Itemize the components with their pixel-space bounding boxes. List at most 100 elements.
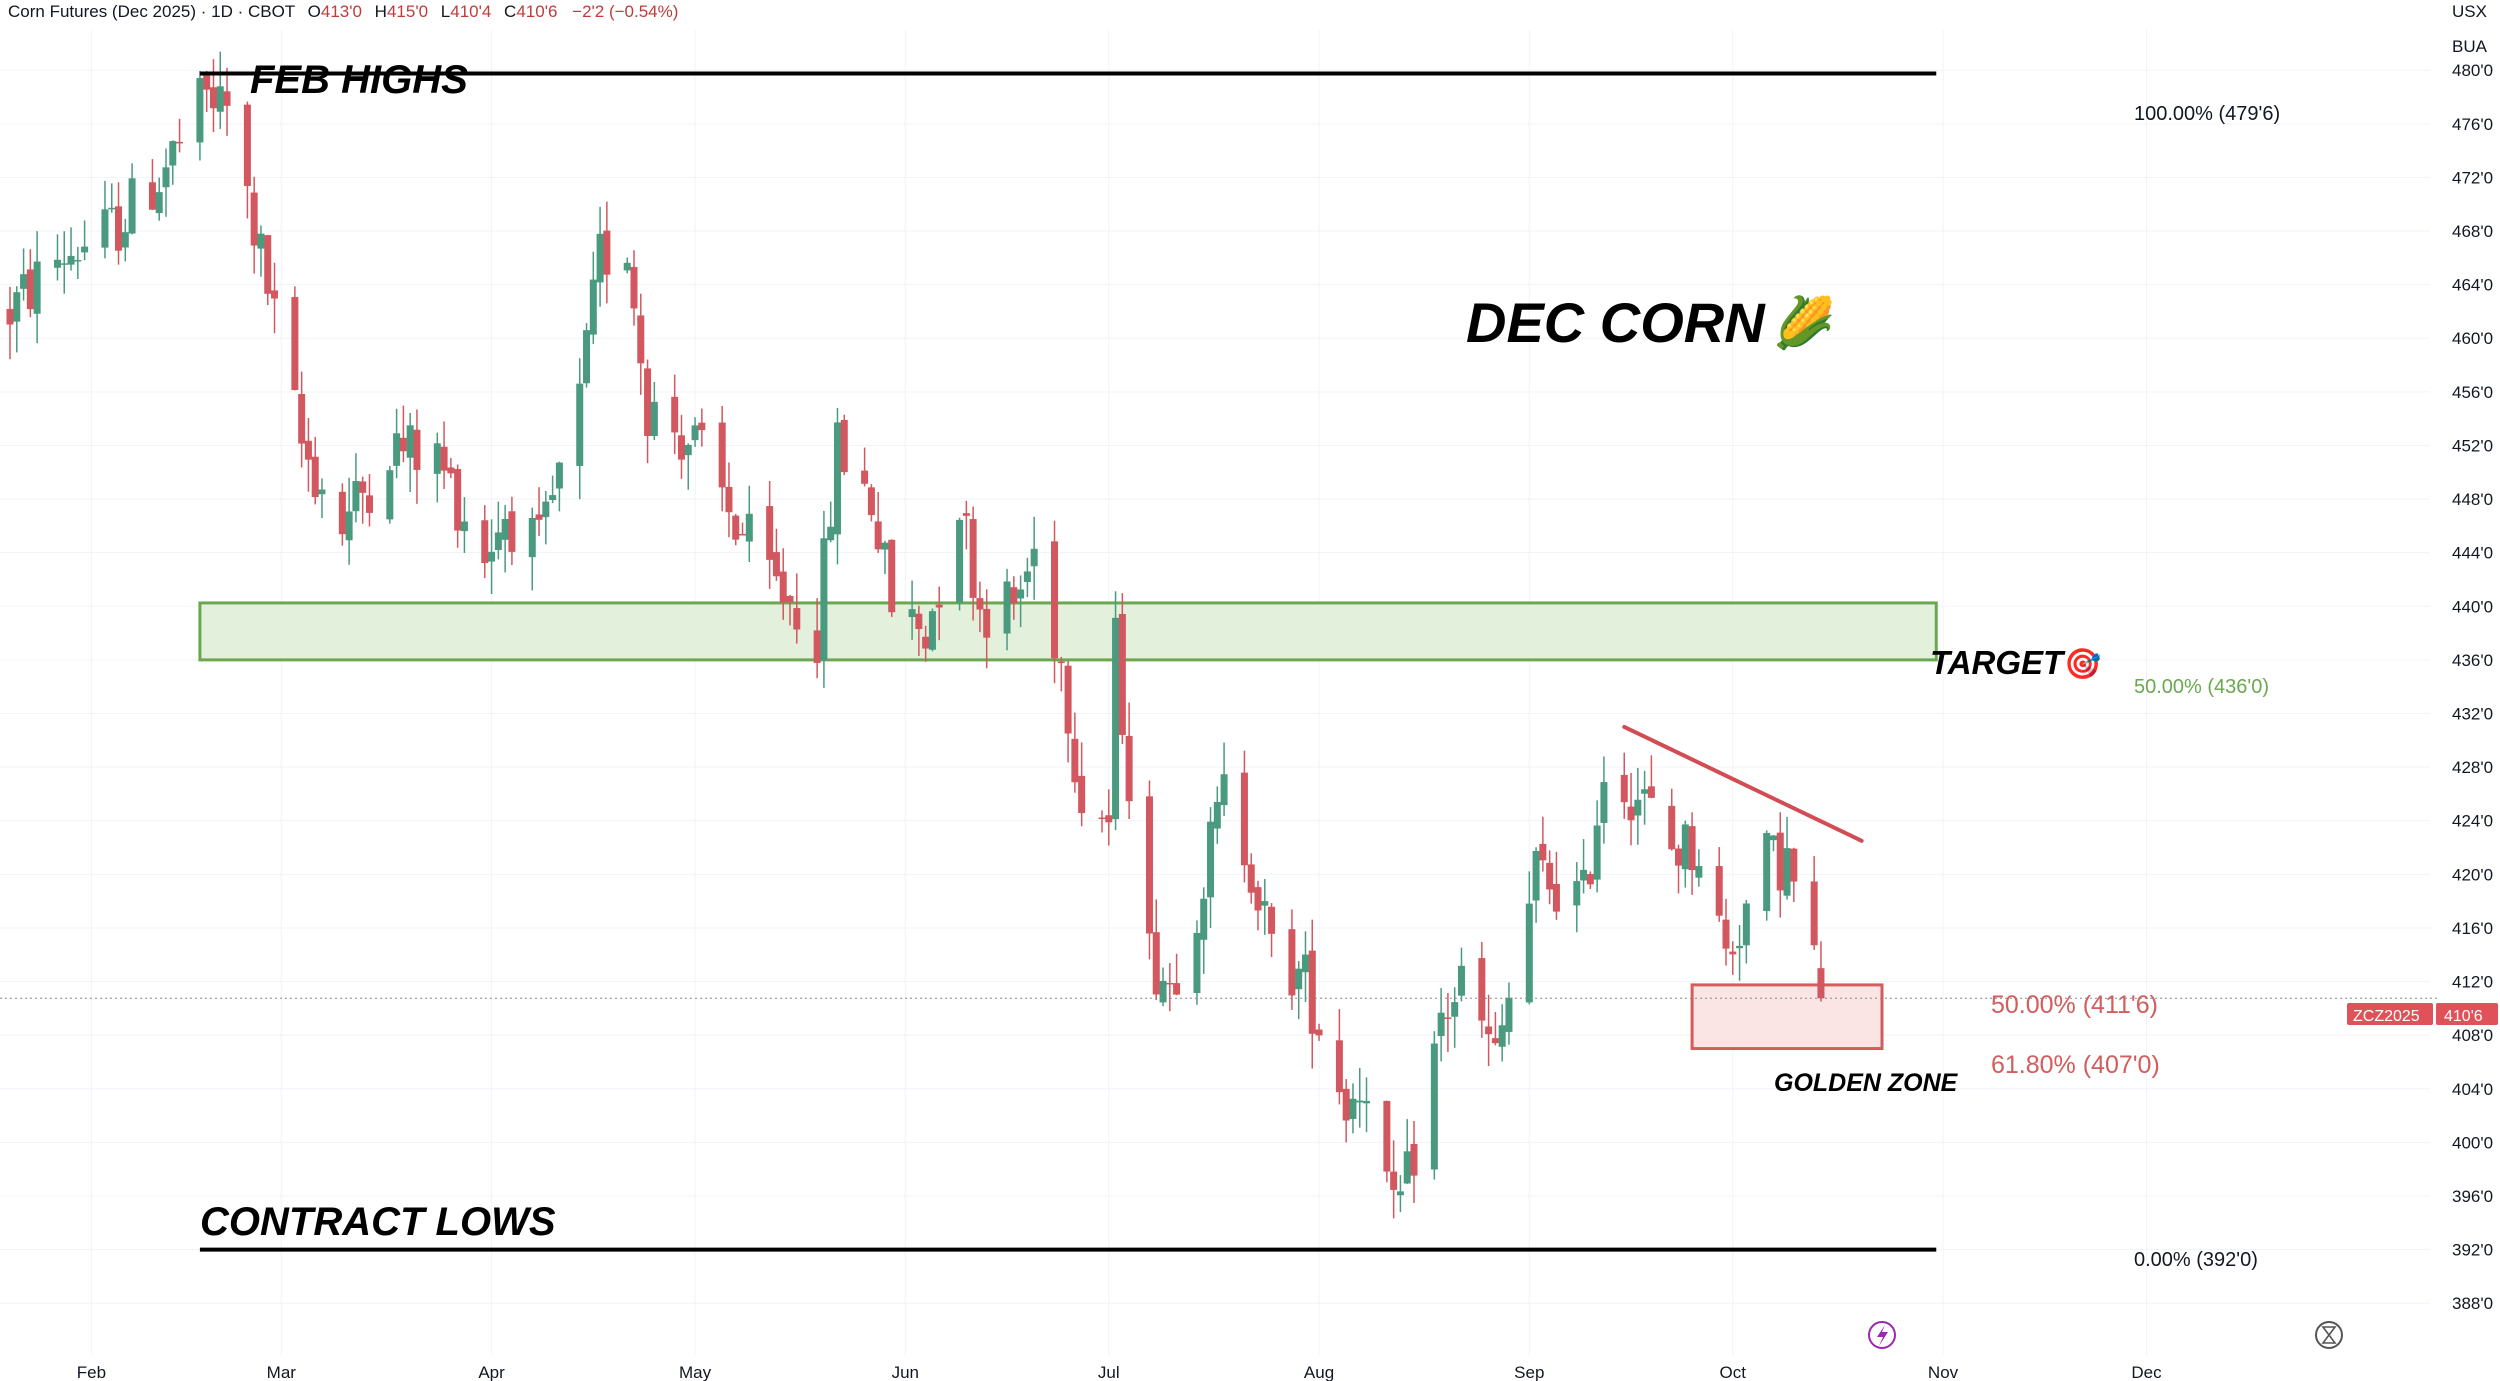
candle-body: [1301, 954, 1309, 973]
candle-body: [793, 608, 801, 630]
candle-body: [1505, 997, 1513, 1032]
target-zone: [198, 601, 1938, 662]
candle-body: [1593, 825, 1601, 880]
candle-body: [922, 636, 930, 649]
candle-body: [1437, 1012, 1445, 1037]
fib-label-target: 50.00% (436'0): [2134, 676, 2269, 698]
y-tick-label: 396'0: [2452, 1187, 2493, 1206]
candle-body: [115, 206, 123, 251]
candle-body: [1390, 1171, 1398, 1190]
candle-body: [969, 519, 977, 598]
candle-body: [1776, 832, 1784, 891]
y-tick-label: 388'0: [2452, 1294, 2493, 1313]
candle-body: [535, 514, 543, 520]
candle-body: [542, 501, 550, 518]
candle-body: [33, 261, 41, 314]
candle-body: [1268, 906, 1276, 934]
fib-label-high: 100.00% (479'6): [2134, 103, 2280, 125]
candle-body: [1315, 1029, 1323, 1036]
candle-body: [318, 489, 326, 495]
candle-body: [833, 422, 841, 535]
lightning-icon[interactable]: [1868, 1321, 1896, 1349]
candle-body: [1173, 983, 1181, 995]
candle-body: [1695, 866, 1703, 878]
candle-body: [271, 290, 279, 299]
y-tick-label: 444'0: [2452, 544, 2493, 563]
y-tick-label: 476'0: [2452, 115, 2493, 134]
candle-body: [1356, 1100, 1364, 1103]
candle-body: [1715, 866, 1723, 916]
candle-body: [1295, 968, 1303, 990]
candle-body: [1105, 815, 1113, 823]
candle-body: [691, 425, 699, 441]
candle-body: [976, 598, 984, 610]
candle-body: [1349, 1098, 1357, 1119]
candle-body: [108, 207, 116, 210]
candle-body: [413, 429, 421, 470]
candle-body: [338, 491, 346, 535]
candle-body: [732, 515, 740, 540]
candle-body: [1335, 1040, 1343, 1093]
change-value: −2'2 (−0.54%): [572, 2, 678, 21]
candle-body: [1763, 833, 1771, 911]
candle-body: [888, 539, 896, 613]
x-tick-label: Feb: [77, 1363, 106, 1381]
candle-body: [1010, 587, 1018, 604]
candle-body: [528, 517, 536, 558]
candle-body: [26, 269, 34, 310]
candle-body: [1288, 929, 1296, 996]
candle-body: [725, 486, 733, 513]
chart-header: Corn Futures (Dec 2025) · 1D · CBOT O413…: [8, 2, 678, 21]
candle-body: [1620, 774, 1628, 803]
candle-body: [494, 532, 502, 550]
candle-body: [148, 182, 156, 210]
candle-body: [1586, 874, 1594, 885]
low-value: 410'4: [450, 2, 491, 21]
candle-body: [304, 440, 312, 460]
candle-body: [576, 383, 584, 466]
x-axis: Feb Mar Apr May Jun Jul Aug Sep Oct Nov Dec: [77, 1363, 2162, 1381]
candle-body: [928, 611, 936, 650]
high-value: 415'0: [387, 2, 428, 21]
candle-body: [1722, 919, 1730, 949]
golden-zone: [1690, 983, 1884, 1051]
price-tag-symbol-bg: [2347, 1003, 2433, 1025]
candle-body: [1498, 1025, 1506, 1047]
candle-body: [1152, 932, 1160, 995]
candle-body: [637, 315, 645, 364]
candle-body: [264, 235, 272, 294]
x-tick-label: May: [679, 1363, 712, 1381]
candle-body: [162, 167, 170, 188]
candle-body: [1783, 848, 1791, 896]
candle-body: [488, 551, 496, 562]
candle-body: [169, 141, 177, 166]
candle-body: [1457, 965, 1465, 996]
candle-body: [1539, 843, 1547, 861]
candle-body: [1430, 1043, 1438, 1170]
candle-body: [677, 435, 685, 460]
candle-body: [1485, 1026, 1493, 1035]
y-tick-label: 452'0: [2452, 436, 2493, 455]
candle-body: [1125, 735, 1133, 802]
candle-body: [698, 422, 706, 431]
candle-body: [583, 330, 591, 384]
candle-body: [311, 456, 319, 498]
candle-body: [250, 192, 258, 246]
hourglass-icon[interactable]: [2315, 1321, 2343, 1349]
candle-body: [20, 274, 28, 289]
candle-body: [1220, 774, 1228, 806]
candle-body: [481, 520, 489, 564]
y-tick-label: 420'0: [2452, 865, 2493, 884]
zones: [198, 601, 1938, 1051]
candle-body: [1308, 950, 1316, 1034]
candle-body: [813, 630, 821, 663]
candle-body: [1064, 665, 1072, 734]
candle-body: [1742, 903, 1750, 946]
candle-body: [291, 297, 299, 391]
candle-body: [1552, 884, 1560, 912]
candle-body: [786, 596, 794, 602]
candle-body: [1078, 775, 1086, 814]
candle-body: [81, 246, 89, 253]
candle-body: [1166, 982, 1174, 985]
